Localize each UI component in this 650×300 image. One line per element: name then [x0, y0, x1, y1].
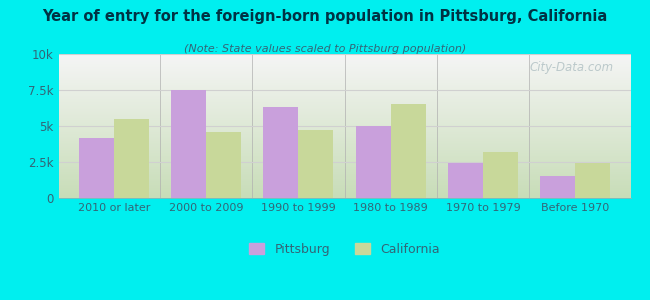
Bar [391, 104, 426, 198]
Bar [79, 137, 114, 198]
Bar [171, 90, 206, 198]
Text: (Note: State values scaled to Pittsburg population): (Note: State values scaled to Pittsburg … [184, 44, 466, 53]
Bar [356, 126, 391, 198]
Bar [540, 176, 575, 198]
Legend: Pittsburg, California: Pittsburg, California [244, 238, 445, 261]
Bar [206, 132, 241, 198]
Bar [483, 152, 518, 198]
Bar [448, 164, 483, 198]
Text: Year of entry for the foreign-born population in Pittsburg, California: Year of entry for the foreign-born popul… [42, 9, 608, 24]
Bar [575, 164, 610, 198]
Bar [114, 119, 149, 198]
Bar [263, 107, 298, 198]
Text: City-Data.com: City-Data.com [529, 61, 614, 74]
Bar [298, 130, 333, 198]
